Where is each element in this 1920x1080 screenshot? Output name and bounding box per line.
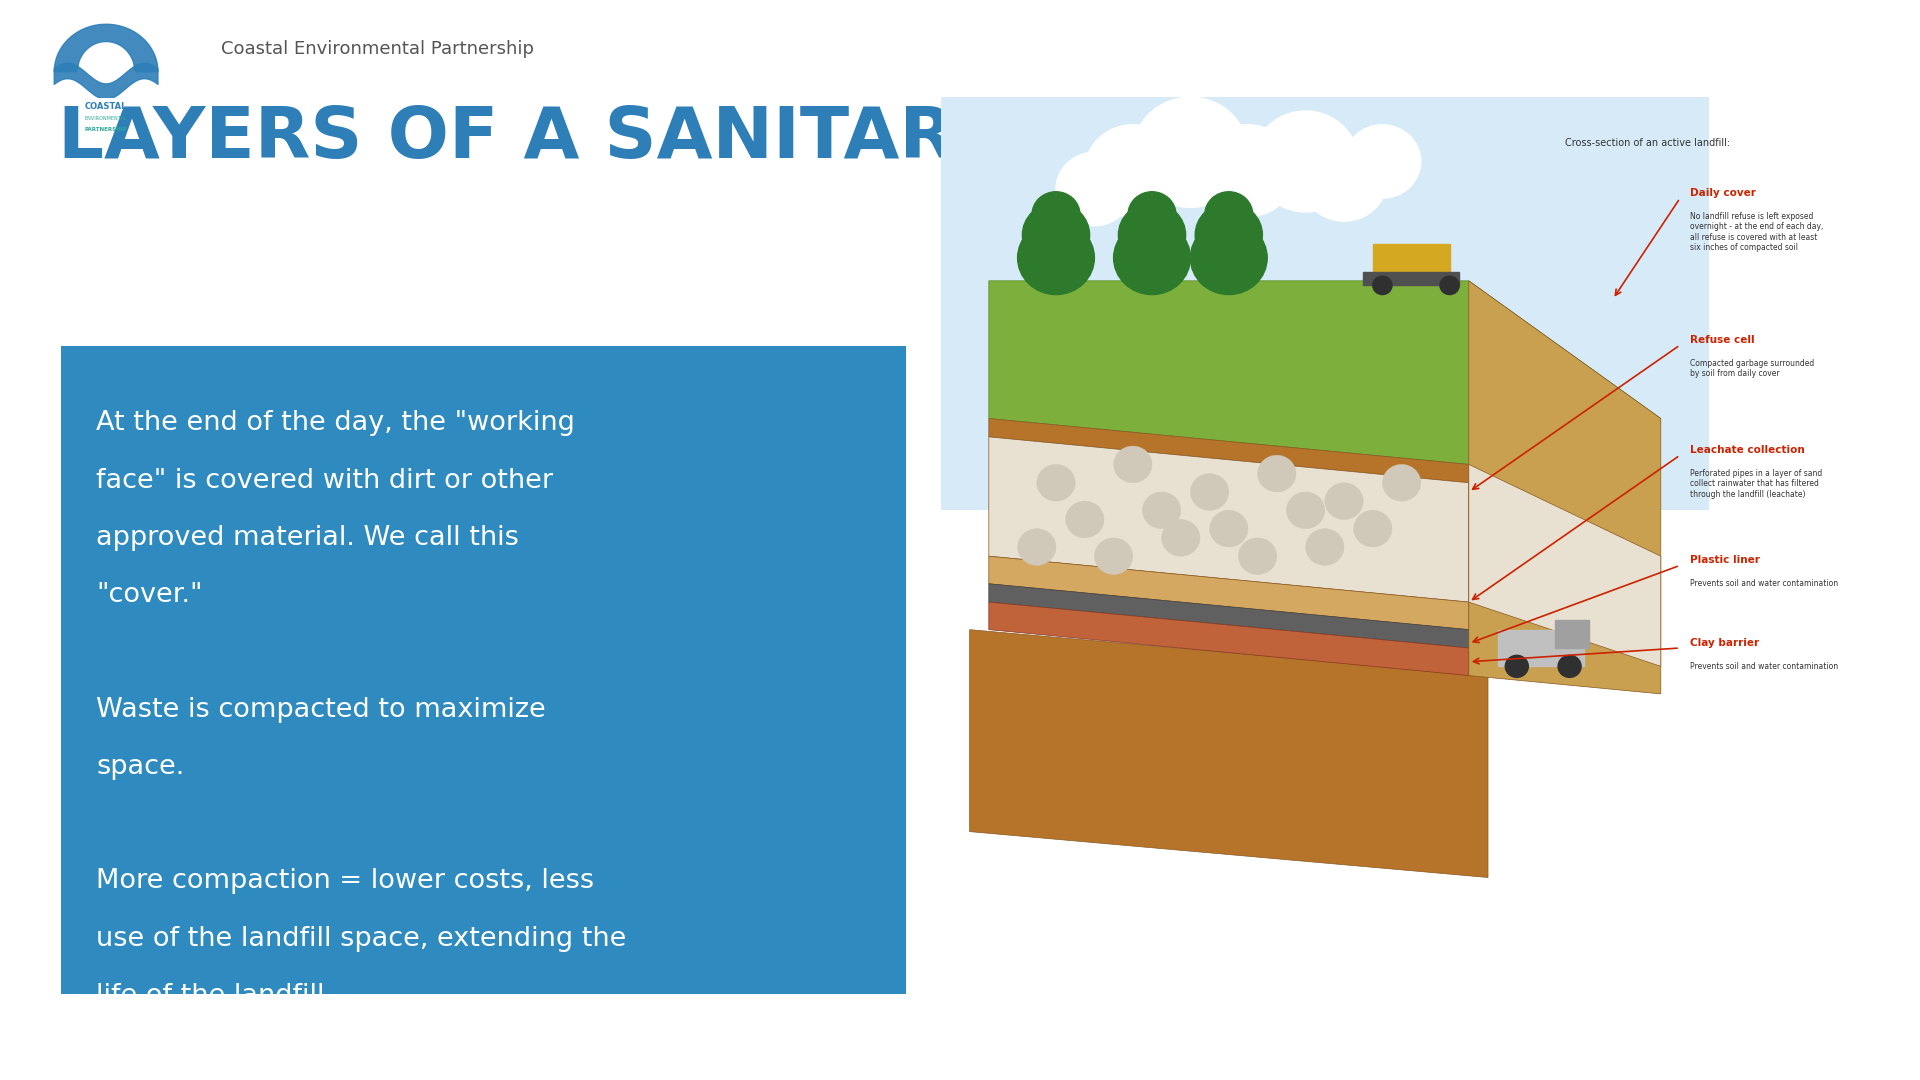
Circle shape bbox=[1117, 203, 1185, 267]
Circle shape bbox=[1021, 203, 1089, 267]
Circle shape bbox=[1114, 446, 1152, 483]
FancyBboxPatch shape bbox=[61, 346, 906, 994]
Text: Waste is compacted to maximize: Waste is compacted to maximize bbox=[96, 697, 545, 723]
Text: No landfill refuse is left exposed
overnight - at the end of each day,
all refus: No landfill refuse is left exposed overn… bbox=[1690, 212, 1822, 252]
Polygon shape bbox=[1469, 281, 1661, 693]
Text: At the end of the day, the "working: At the end of the day, the "working bbox=[96, 410, 574, 436]
Circle shape bbox=[1200, 124, 1296, 216]
Text: Refuse cell: Refuse cell bbox=[1690, 335, 1755, 345]
Circle shape bbox=[1440, 276, 1459, 295]
Circle shape bbox=[1133, 97, 1248, 207]
Text: Compacted garbage surrounded
by soil from daily cover: Compacted garbage surrounded by soil fro… bbox=[1690, 359, 1814, 378]
Circle shape bbox=[1210, 510, 1248, 546]
Bar bbox=[1555, 620, 1588, 648]
Circle shape bbox=[1354, 510, 1392, 546]
Text: More compaction = lower costs, less: More compaction = lower costs, less bbox=[96, 868, 593, 894]
Text: Leachate collection: Leachate collection bbox=[1690, 445, 1805, 456]
Circle shape bbox=[1302, 138, 1386, 221]
Circle shape bbox=[1190, 473, 1229, 510]
Polygon shape bbox=[989, 436, 1469, 602]
Text: "cover.": "cover." bbox=[96, 582, 202, 608]
Text: life of the landfill.: life of the landfill. bbox=[96, 983, 332, 1009]
Circle shape bbox=[1056, 152, 1133, 226]
Circle shape bbox=[1018, 221, 1094, 295]
Circle shape bbox=[1162, 519, 1200, 556]
Text: face" is covered with dirt or other: face" is covered with dirt or other bbox=[96, 468, 553, 494]
Text: Prevents soil and water contamination: Prevents soil and water contamination bbox=[1690, 579, 1837, 589]
Text: COASTAL: COASTAL bbox=[84, 102, 127, 110]
Bar bbox=[1146, 258, 1158, 281]
Text: use of the landfill space, extending the: use of the landfill space, extending the bbox=[96, 926, 626, 951]
Text: PARTNERSHIP: PARTNERSHIP bbox=[84, 127, 127, 133]
Bar bbox=[1050, 258, 1062, 281]
Circle shape bbox=[1325, 483, 1363, 519]
Polygon shape bbox=[989, 281, 1661, 464]
Text: Prevents soil and water contamination: Prevents soil and water contamination bbox=[1690, 662, 1837, 671]
Circle shape bbox=[1194, 203, 1263, 267]
Polygon shape bbox=[989, 556, 1469, 630]
Bar bbox=[1498, 630, 1584, 666]
Circle shape bbox=[1373, 276, 1392, 295]
Circle shape bbox=[1129, 192, 1175, 238]
Circle shape bbox=[1142, 491, 1181, 528]
Bar bbox=[1223, 258, 1235, 281]
Text: LAYERS OF A SANITARY LANDFILL: LAYERS OF A SANITARY LANDFILL bbox=[58, 104, 1419, 173]
Text: Daily cover: Daily cover bbox=[1690, 188, 1755, 198]
Text: ENVIRONMENTAL: ENVIRONMENTAL bbox=[84, 117, 127, 121]
Circle shape bbox=[1066, 501, 1104, 538]
Circle shape bbox=[1382, 464, 1421, 501]
Circle shape bbox=[1258, 455, 1296, 491]
Polygon shape bbox=[970, 630, 1488, 877]
Bar bbox=[1373, 244, 1450, 276]
Text: space.: space. bbox=[96, 754, 184, 780]
Circle shape bbox=[1238, 538, 1277, 575]
Circle shape bbox=[1306, 528, 1344, 566]
Bar bbox=[1363, 271, 1459, 285]
Text: approved material. We call this: approved material. We call this bbox=[96, 525, 518, 551]
Text: Clay barrier: Clay barrier bbox=[1690, 638, 1759, 648]
Text: Perforated pipes in a layer of sand
collect rainwater that has filtered
through : Perforated pipes in a layer of sand coll… bbox=[1690, 469, 1822, 499]
Circle shape bbox=[1286, 491, 1325, 528]
Circle shape bbox=[1206, 192, 1252, 238]
Text: Cross-section of an active landfill:: Cross-section of an active landfill: bbox=[1565, 138, 1730, 148]
Polygon shape bbox=[1469, 464, 1661, 666]
Circle shape bbox=[1085, 124, 1181, 216]
Polygon shape bbox=[989, 418, 1469, 483]
Circle shape bbox=[1505, 656, 1528, 677]
Circle shape bbox=[1190, 221, 1267, 295]
Text: Plastic liner: Plastic liner bbox=[1690, 555, 1759, 566]
FancyBboxPatch shape bbox=[941, 97, 1709, 510]
Circle shape bbox=[1018, 528, 1056, 566]
Circle shape bbox=[1252, 111, 1357, 212]
Circle shape bbox=[1037, 464, 1075, 501]
Polygon shape bbox=[989, 602, 1469, 676]
Text: Coastal Environmental Partnership: Coastal Environmental Partnership bbox=[221, 40, 534, 57]
Circle shape bbox=[1559, 656, 1580, 677]
Circle shape bbox=[1094, 538, 1133, 575]
Circle shape bbox=[1344, 124, 1421, 198]
Polygon shape bbox=[989, 583, 1469, 648]
Circle shape bbox=[1033, 192, 1079, 238]
Circle shape bbox=[1114, 221, 1190, 295]
